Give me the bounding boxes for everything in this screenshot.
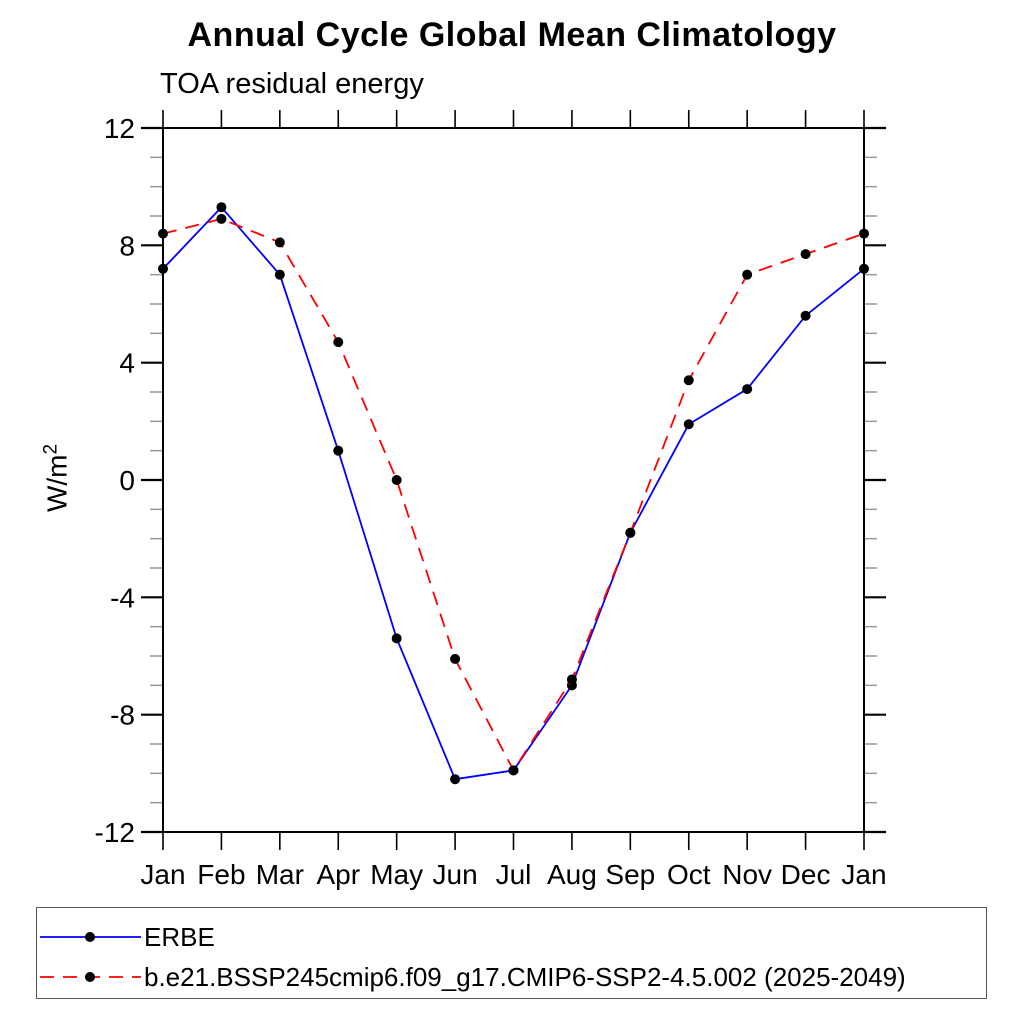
data-point-marker — [333, 445, 344, 456]
legend-line-sample — [40, 972, 141, 982]
chart-title: Annual Cycle Global Mean Climatology — [187, 16, 837, 54]
data-point-marker — [800, 249, 811, 260]
x-tick-label: Sep — [605, 859, 655, 890]
chart-subtitle: TOA residual energy — [160, 68, 424, 100]
data-point-marker — [683, 375, 694, 386]
y-tick-label: -4 — [110, 582, 135, 613]
data-point-marker — [859, 228, 869, 239]
data-point-marker — [391, 475, 402, 485]
x-tick-label: Apr — [316, 859, 360, 890]
x-tick-label: Dec — [781, 859, 831, 890]
y-tick-label: 12 — [104, 113, 135, 144]
legend-entry-0: ERBE — [39, 917, 215, 957]
legend-line-sample — [40, 932, 141, 942]
x-axis-tick-labels: Jan Feb Mar Apr May Jun Jul Aug Sep Oct Nov Dec Jan — [140, 859, 886, 890]
data-point-marker — [158, 263, 168, 274]
data-point-marker — [450, 774, 461, 785]
x-tick-label: Mar — [256, 859, 304, 890]
series-line-1 — [162, 217, 865, 773]
y-tick-label: 4 — [119, 348, 135, 379]
data-point-marker — [391, 633, 402, 644]
legend-label-0: ERBE — [144, 921, 215, 952]
x-tick-label: Feb — [197, 859, 245, 890]
x-tick-label: Oct — [667, 859, 711, 890]
data-point-marker — [274, 237, 285, 248]
data-point-marker — [450, 653, 461, 664]
y-tick-label: -8 — [110, 700, 135, 731]
y-tick-label: 0 — [119, 465, 135, 496]
x-tick-label: Jul — [496, 859, 532, 890]
plot-frame — [162, 127, 865, 833]
x-axis-ticks — [162, 110, 865, 850]
data-point-marker — [274, 269, 285, 280]
y-tick-label: -12 — [95, 817, 135, 848]
x-tick-label: May — [370, 859, 423, 890]
data-point-marker — [625, 527, 636, 538]
y-tick-label: 8 — [119, 230, 135, 261]
data-point-marker — [859, 263, 869, 274]
series-line-0 — [162, 205, 865, 781]
legend-marker-dot — [85, 932, 95, 942]
data-point-marker — [333, 337, 344, 348]
data-point-marker — [683, 419, 694, 430]
x-tick-label: Jun — [433, 859, 478, 890]
legend-marker-dot — [85, 972, 95, 982]
legend-box: ERBE b.e21.BSSP245cmip6.f09_g17.CMIP6-SSP… — [36, 907, 987, 999]
legend-label-1: b.e21.BSSP245cmip6.f09_g17.CMIP6-SSP2-4.… — [144, 961, 906, 992]
data-point-marker — [742, 269, 753, 280]
data-point-marker — [508, 765, 519, 776]
x-tick-label: Nov — [722, 859, 772, 890]
y-axis-minor-ticks — [150, 156, 877, 804]
x-tick-label: Aug — [547, 859, 597, 890]
data-point-marker — [158, 228, 168, 239]
series-markers-1 — [158, 213, 869, 776]
y-axis-major-ticks — [141, 126, 886, 834]
data-point-marker — [800, 310, 811, 321]
y-axis-tick-labels: 12 8 4 0 -4 -8 -12 — [95, 113, 135, 848]
series-markers-0 — [158, 202, 869, 785]
legend-entry-1: b.e21.BSSP245cmip6.f09_g17.CMIP6-SSP2-4.… — [39, 957, 906, 997]
data-point-marker — [742, 384, 753, 395]
x-tick-label: Jan — [841, 859, 886, 890]
data-point-marker — [216, 202, 227, 213]
data-point-marker — [566, 674, 577, 685]
x-tick-label: Jan — [140, 859, 185, 890]
data-point-marker — [216, 213, 227, 224]
